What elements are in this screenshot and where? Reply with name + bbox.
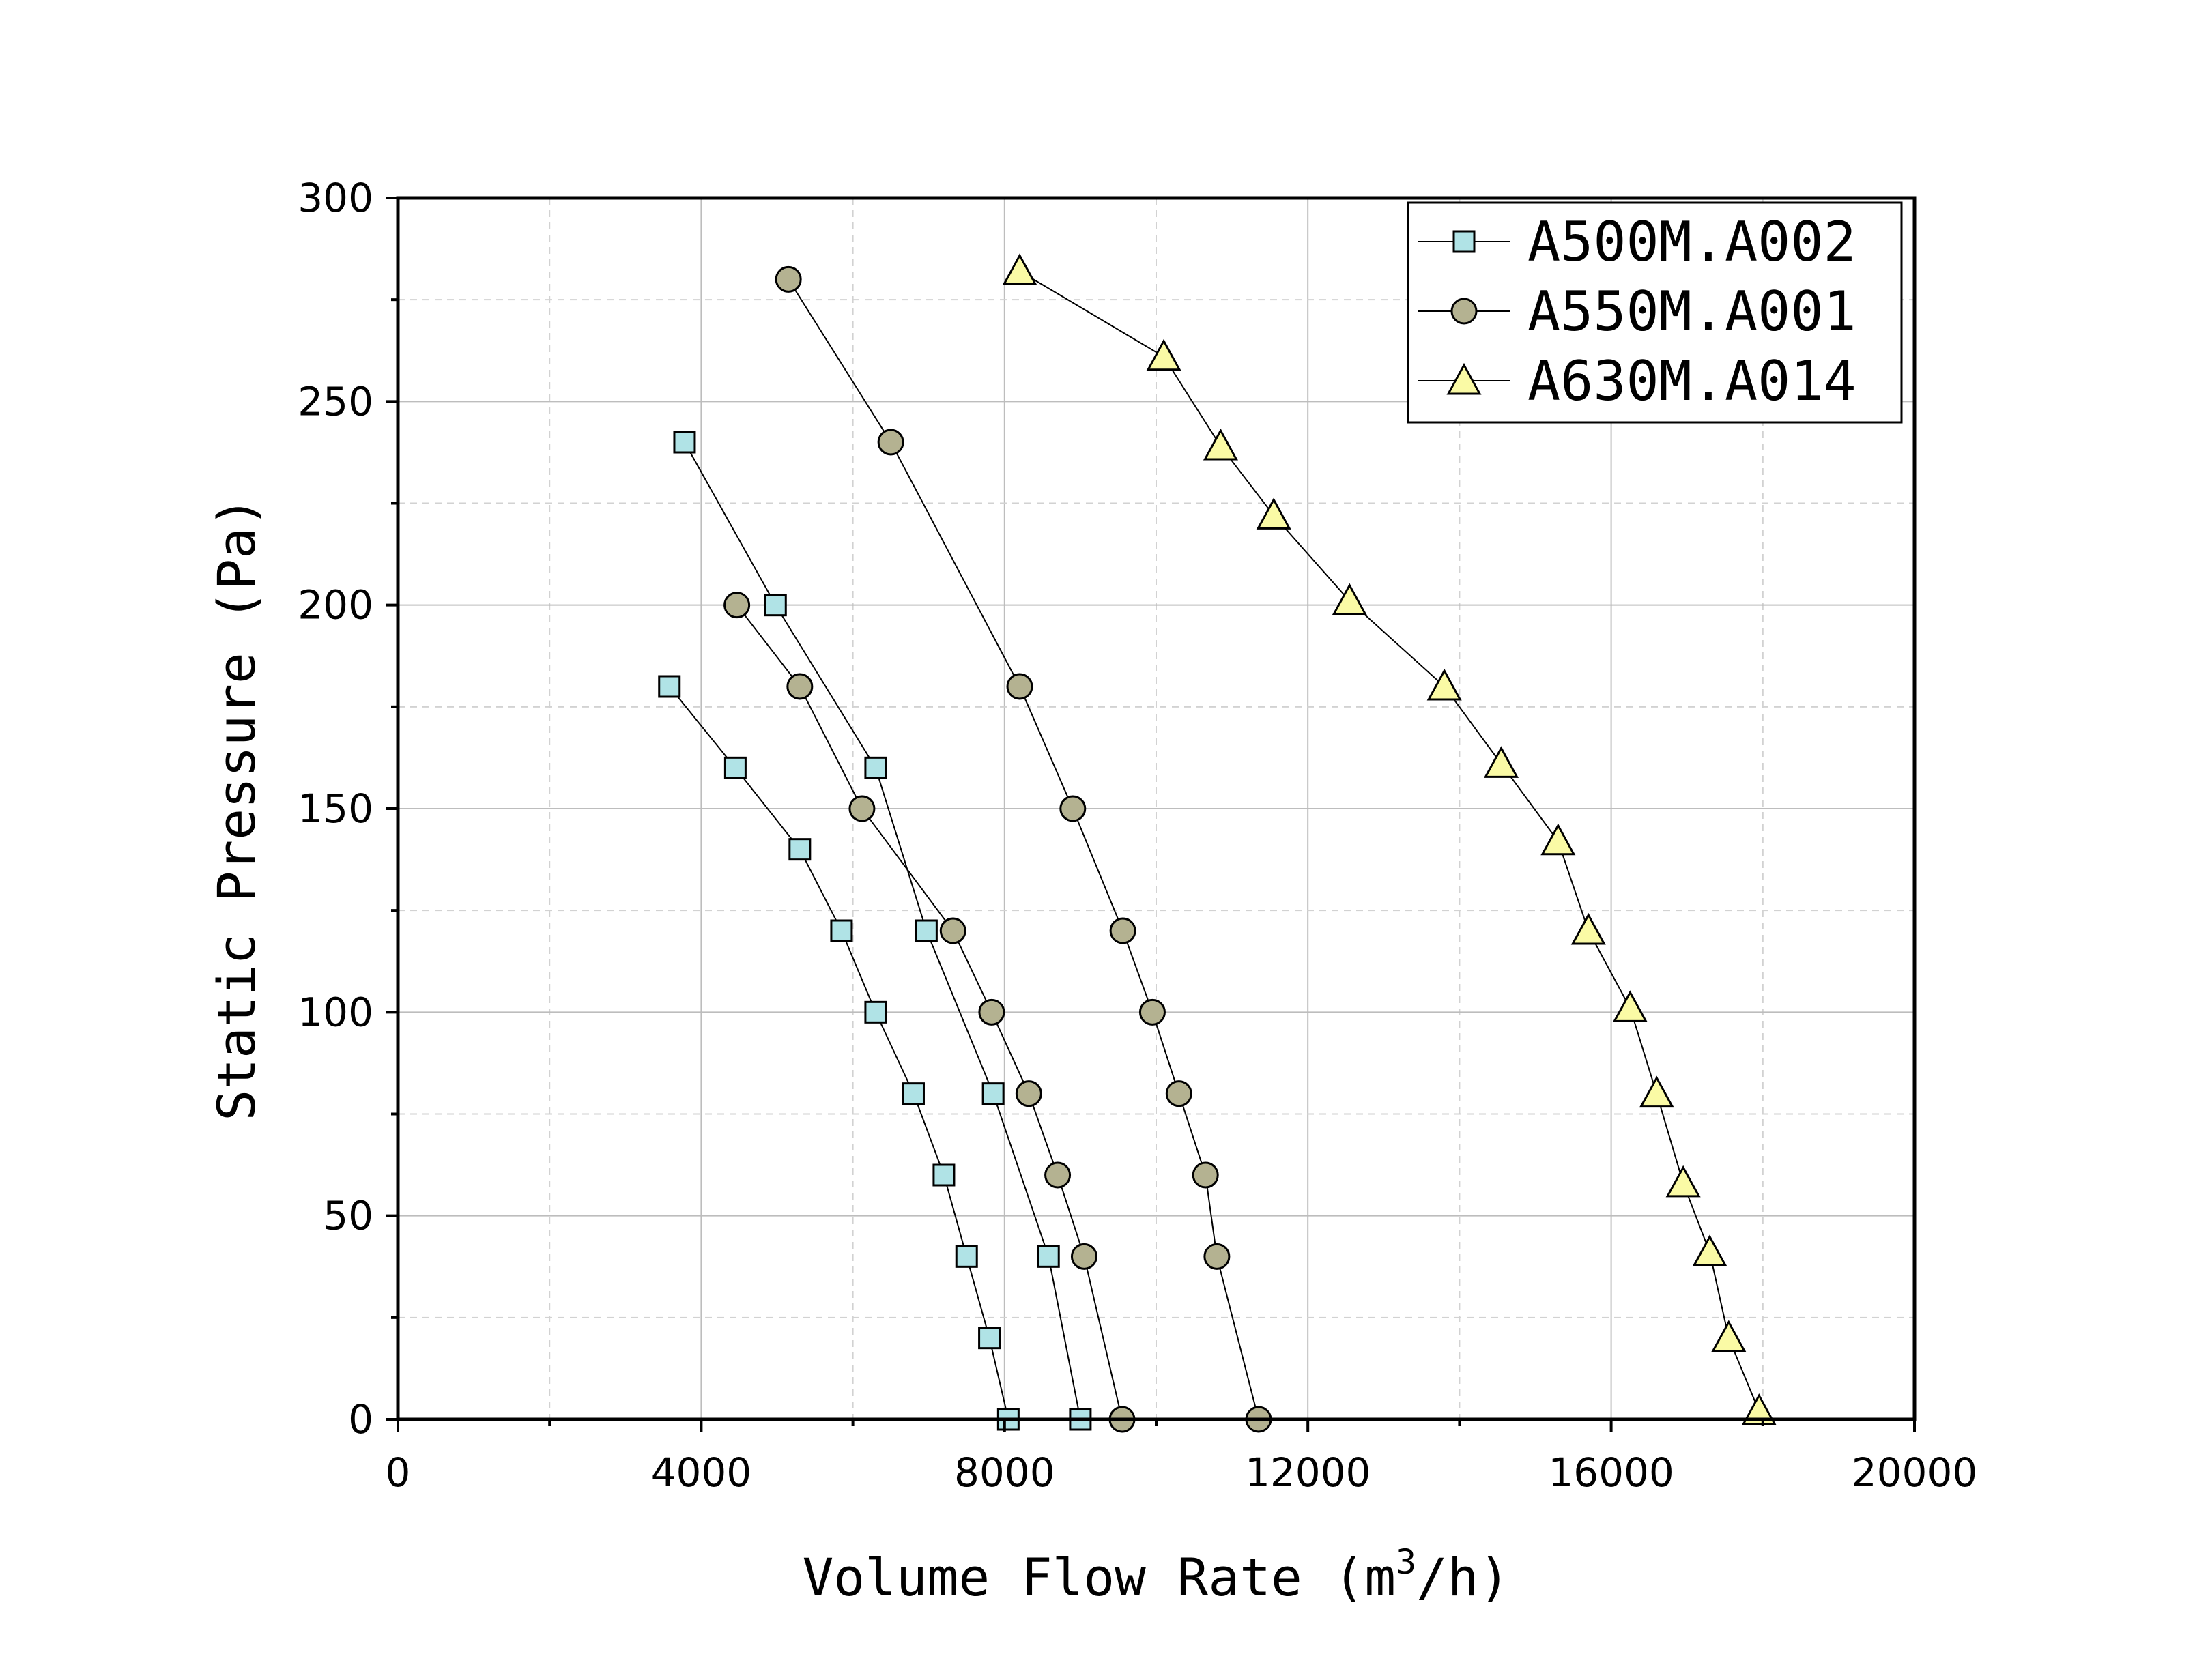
data-point	[1256, 497, 1291, 530]
x-tick-label: 0	[386, 1449, 411, 1496]
data-point	[1138, 998, 1166, 1026]
data-point	[939, 917, 966, 944]
data-point	[877, 429, 904, 456]
data-point	[764, 594, 787, 617]
data-point	[1059, 795, 1087, 822]
data-point	[788, 838, 812, 861]
data-point	[1070, 1243, 1098, 1270]
data-point	[978, 1327, 1001, 1350]
x-axis-title: Volume Flow Rate (m3/h)	[803, 1542, 1510, 1608]
data-point	[978, 998, 1005, 1026]
data-point	[1612, 990, 1648, 1022]
data-point	[1483, 746, 1519, 778]
series-line-A630M.A014	[1019, 270, 1760, 1412]
data-point	[723, 756, 747, 779]
data-point	[955, 1245, 978, 1268]
y-tick-label: 150	[298, 785, 373, 832]
legend-box	[1407, 201, 1903, 424]
axis-ticks	[386, 197, 1916, 1432]
data-point	[1203, 428, 1238, 461]
data-point	[1639, 1075, 1674, 1108]
series-line-A500M.A002	[668, 686, 1009, 1420]
data-point	[1109, 917, 1136, 944]
data-point	[1192, 1161, 1219, 1189]
x-axis-title-tail: /h)	[1416, 1547, 1510, 1608]
data-point	[932, 1163, 956, 1187]
data-point	[1203, 1243, 1231, 1270]
data-point	[1570, 912, 1606, 945]
y-tick-label: 50	[323, 1193, 373, 1239]
y-tick-label: 100	[298, 989, 373, 1035]
x-axis-title-main: Volume Flow Rate (m	[803, 1547, 1396, 1608]
series-A630M.A014	[1002, 253, 1777, 1425]
data-point	[1015, 1080, 1042, 1107]
data-point	[1002, 253, 1037, 285]
series-line-A500M.A002	[684, 441, 1081, 1420]
series-line-A550M.A001	[788, 278, 1259, 1420]
data-point	[848, 795, 876, 822]
data-point	[1665, 1165, 1701, 1198]
data-point	[1332, 583, 1367, 615]
y-tick-label: 200	[298, 582, 373, 628]
series-group	[658, 253, 1777, 1433]
y-tick-label: 0	[348, 1396, 373, 1443]
data-point	[1044, 1161, 1072, 1189]
data-point	[1146, 338, 1181, 371]
x-tick-label: 4000	[651, 1449, 752, 1496]
data-point	[1006, 673, 1033, 700]
x-tick-label: 16000	[1548, 1449, 1674, 1496]
data-point	[1711, 1320, 1747, 1352]
legend-label: A630M.A014	[1527, 349, 1856, 413]
data-point	[775, 265, 802, 293]
data-point	[1426, 668, 1462, 701]
x-axis-title-superscript: 3	[1396, 1542, 1416, 1582]
legend-label: A500M.A002	[1527, 210, 1856, 274]
y-tick-label: 300	[298, 175, 373, 221]
data-point	[1037, 1245, 1060, 1268]
data-point	[981, 1082, 1005, 1105]
data-point	[723, 592, 751, 619]
legend-marker-triangle	[1446, 362, 1482, 395]
data-point	[658, 675, 681, 698]
data-point	[1540, 823, 1576, 856]
y-axis-title: Static Pressure (Pa)	[206, 496, 267, 1120]
legend-marker-square	[1452, 230, 1476, 253]
legend-marker-circle	[1450, 298, 1478, 325]
series-A500M.A002	[658, 431, 1092, 1431]
y-tick-label: 250	[298, 378, 373, 424]
data-point	[830, 919, 853, 942]
data-point	[1165, 1080, 1192, 1107]
data-point	[786, 673, 814, 700]
data-point	[864, 1000, 887, 1024]
legend-label: A550M.A001	[1527, 280, 1856, 343]
data-point	[864, 756, 887, 779]
series-A550M.A001	[723, 265, 1272, 1433]
x-tick-label: 12000	[1245, 1449, 1371, 1496]
data-point	[902, 1082, 925, 1105]
x-tick-label: 20000	[1852, 1449, 1978, 1496]
data-point	[1692, 1234, 1727, 1266]
x-tick-label: 8000	[954, 1449, 1055, 1496]
data-point	[673, 431, 696, 454]
data-point	[915, 919, 938, 942]
data-point	[1741, 1393, 1777, 1425]
axis-tick-labels: 0 4000 8000 12000 16000 20000 0 50 100 150 200 250 3…	[298, 175, 1977, 1496]
